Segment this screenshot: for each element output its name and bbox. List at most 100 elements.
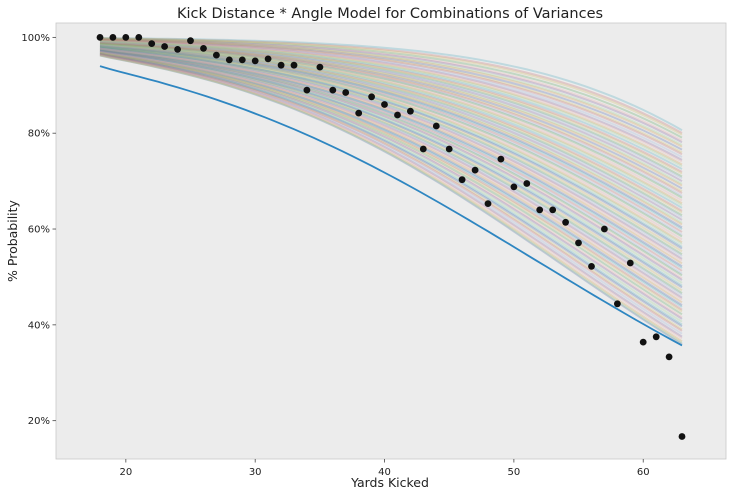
model-curve (99, 52, 683, 326)
model-curve (99, 46, 683, 250)
y-axis-ticks: 20% 40% 60% 80% 100% (21, 33, 56, 427)
data-point (678, 433, 686, 440)
model-curve (99, 49, 683, 280)
model-curve (99, 51, 683, 304)
model-curve (99, 42, 683, 199)
model-curve (99, 54, 683, 344)
model-curve (99, 53, 683, 338)
model-curve (99, 47, 683, 257)
model-curve (99, 42, 683, 193)
model-curve (99, 49, 683, 287)
model-curve (99, 45, 683, 241)
model-curve (99, 46, 683, 244)
model-curve (99, 42, 683, 197)
model-curve (99, 40, 683, 170)
data-point (290, 61, 298, 69)
highlight-model-curve (99, 65, 683, 347)
model-curve (99, 41, 683, 190)
model-curve (99, 50, 683, 292)
data-point (588, 263, 595, 270)
model-curve (99, 44, 683, 218)
model-curves (99, 37, 683, 347)
data-point (251, 57, 259, 65)
data-point (419, 145, 427, 153)
x-tick-label: 50 (508, 467, 521, 478)
model-curve (99, 47, 683, 262)
data-point (122, 34, 130, 41)
model-curve (99, 45, 683, 233)
model-curve (99, 49, 683, 281)
data-point (536, 206, 544, 214)
x-axis-label: Yards Kicked (350, 475, 429, 490)
data-point (135, 34, 143, 41)
model-curve (99, 37, 683, 134)
model-curve (99, 45, 683, 230)
model-curve (99, 40, 683, 178)
y-tick-label: 40% (28, 320, 50, 331)
y-tick-label: 20% (28, 416, 50, 427)
data-point (614, 300, 621, 308)
data-point (264, 55, 272, 63)
data-point (575, 239, 582, 247)
data-point (432, 122, 440, 130)
data-point (626, 259, 634, 267)
model-curve (99, 37, 683, 139)
model-curve (99, 40, 683, 173)
model-curve (99, 52, 683, 318)
model-curve (99, 44, 683, 226)
model-curve (99, 48, 683, 269)
model-curve (99, 54, 683, 343)
data-point (381, 101, 388, 108)
model-curve (99, 39, 683, 166)
data-point (225, 56, 233, 64)
model-curve (99, 53, 683, 335)
model-curve (99, 53, 683, 332)
model-curve (99, 47, 683, 265)
model-curve (99, 38, 683, 148)
model-curve (99, 41, 683, 187)
model-curve (99, 45, 683, 238)
data-point (523, 180, 531, 187)
model-curve (99, 48, 683, 277)
data-point (329, 86, 337, 94)
y-tick-label: 100% (21, 33, 50, 44)
data-point (109, 34, 117, 41)
data-point (316, 63, 324, 71)
model-curve (99, 40, 683, 175)
data-point (213, 51, 220, 59)
x-tick-label: 20 (119, 467, 132, 478)
chart-title: Kick Distance * Angle Model for Combinat… (177, 6, 603, 22)
data-point (238, 56, 246, 64)
data-point (562, 218, 569, 226)
model-curve (99, 38, 683, 144)
model-curve (99, 51, 683, 313)
y-axis-label: % Probability (5, 199, 20, 282)
model-curve (99, 39, 683, 161)
data-point (148, 40, 156, 47)
data-point (510, 183, 518, 191)
data-point (200, 45, 207, 52)
data-point (665, 353, 673, 361)
model-curve (99, 52, 683, 323)
model-curve (99, 51, 683, 308)
model-curve (99, 47, 683, 260)
data-point (471, 166, 479, 174)
model-curve (99, 42, 683, 202)
model-curve (99, 42, 683, 194)
model-curve (99, 49, 683, 289)
model-curve (99, 43, 683, 209)
model-curve (99, 43, 683, 205)
model-curve (99, 44, 683, 221)
model-curve (99, 47, 683, 256)
model-curve (99, 44, 683, 217)
model-curve (99, 44, 683, 224)
data-point (407, 107, 414, 115)
data-point (161, 43, 169, 50)
x-tick-label: 40 (378, 467, 391, 478)
model-curve (99, 48, 683, 275)
model-curve (99, 38, 683, 146)
model-curve (99, 43, 683, 206)
model-curve (99, 52, 683, 320)
plot-background (55, 22, 727, 460)
